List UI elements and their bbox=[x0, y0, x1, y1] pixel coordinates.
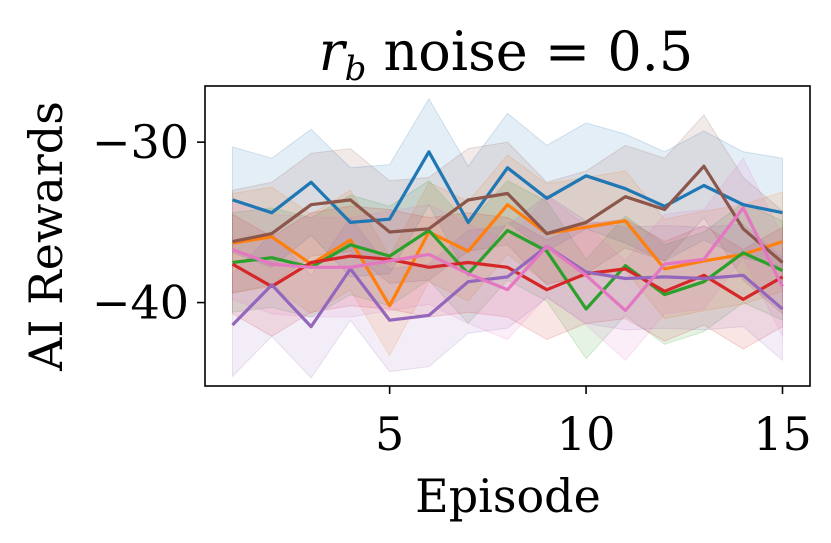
x-tick-label-15: 15 bbox=[753, 407, 812, 461]
series-line-orange bbox=[232, 203, 783, 308]
series-line-blue bbox=[232, 150, 783, 224]
y-tick-label--30: −30 bbox=[92, 115, 189, 169]
x-axis-label: Episode bbox=[415, 469, 601, 523]
chart-title: rb noise = 0.5 bbox=[319, 20, 693, 89]
title-rest: noise = 0.5 bbox=[366, 20, 693, 83]
title-subscript: b bbox=[345, 49, 367, 89]
title-symbol: r bbox=[319, 20, 348, 83]
series-line-brown bbox=[232, 164, 784, 264]
y-tick-label--40: −40 bbox=[92, 276, 189, 330]
x-tick-label-5: 5 bbox=[375, 407, 404, 461]
axis-ticks: 5 10 15 −30 −40 bbox=[92, 115, 812, 461]
y-axis-label: AI Rewards bbox=[19, 101, 73, 372]
x-tick-label-10: 10 bbox=[557, 407, 616, 461]
band-purple bbox=[232, 194, 783, 379]
series-line-purple bbox=[231, 244, 784, 329]
band-blue bbox=[232, 97, 783, 278]
plot-frame bbox=[204, 85, 811, 387]
series-lines bbox=[231, 150, 784, 329]
series-line-red bbox=[231, 254, 784, 301]
confidence-bands bbox=[232, 97, 783, 379]
band-orange bbox=[232, 154, 783, 357]
series-line-pink bbox=[231, 206, 784, 313]
band-pink bbox=[232, 157, 783, 362]
